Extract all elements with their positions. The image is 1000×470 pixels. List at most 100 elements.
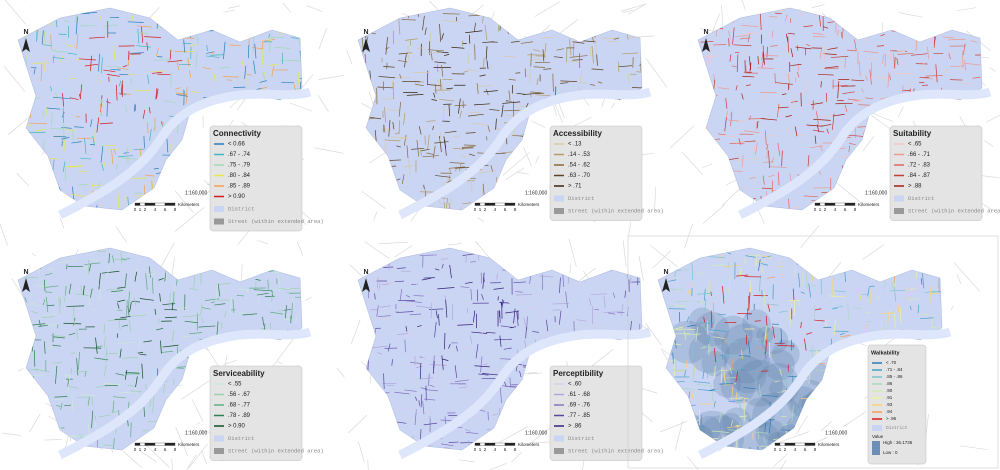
background-road xyxy=(196,422,201,425)
street xyxy=(427,134,430,150)
street xyxy=(535,399,546,403)
street xyxy=(840,31,843,38)
legend-label: .93 xyxy=(886,402,893,407)
street xyxy=(374,293,376,300)
street xyxy=(377,277,379,289)
street xyxy=(668,305,674,308)
street xyxy=(877,295,880,301)
street xyxy=(203,352,221,355)
street xyxy=(855,265,870,268)
street xyxy=(79,84,83,99)
street xyxy=(848,145,851,153)
street xyxy=(441,64,444,77)
scale-seg xyxy=(154,202,166,206)
street xyxy=(174,50,189,53)
street xyxy=(164,316,177,319)
street xyxy=(199,390,211,393)
street xyxy=(39,300,47,304)
street xyxy=(895,256,910,259)
street xyxy=(882,17,896,20)
street xyxy=(884,139,887,158)
background-road xyxy=(652,250,672,269)
street xyxy=(743,398,745,410)
street xyxy=(112,438,115,450)
street xyxy=(452,213,468,214)
street xyxy=(145,273,148,291)
street xyxy=(230,296,232,314)
street xyxy=(127,305,130,316)
street xyxy=(287,21,298,23)
background-road xyxy=(638,255,644,281)
street xyxy=(128,319,132,333)
street xyxy=(485,136,488,141)
north-arrow xyxy=(362,278,370,292)
street xyxy=(75,16,78,35)
street xyxy=(376,207,389,210)
street xyxy=(386,109,401,111)
street xyxy=(169,250,172,260)
street xyxy=(35,257,52,260)
street xyxy=(877,16,883,20)
scale-seg xyxy=(804,442,816,446)
street xyxy=(706,369,709,379)
street xyxy=(925,75,943,77)
street xyxy=(508,90,511,101)
street xyxy=(242,313,258,316)
street xyxy=(603,296,606,308)
legend-title: Connectivity xyxy=(213,129,262,138)
street xyxy=(251,46,263,50)
street xyxy=(424,27,427,35)
street xyxy=(225,114,228,127)
street xyxy=(684,333,701,336)
street xyxy=(543,43,547,59)
street xyxy=(494,430,502,432)
street xyxy=(135,376,138,388)
scale-tick: 6 xyxy=(804,447,807,452)
street xyxy=(189,44,197,47)
street xyxy=(419,149,422,156)
street xyxy=(964,62,981,66)
street xyxy=(145,174,155,177)
street xyxy=(173,379,175,385)
scale-seg xyxy=(484,202,496,206)
street xyxy=(626,343,632,346)
street xyxy=(69,77,76,80)
street xyxy=(391,215,392,228)
street xyxy=(68,283,72,294)
street xyxy=(422,15,425,31)
street xyxy=(117,286,126,289)
street xyxy=(853,362,868,364)
street xyxy=(884,281,887,290)
street xyxy=(50,86,52,92)
street xyxy=(121,357,138,359)
street xyxy=(849,400,857,403)
street xyxy=(360,161,363,166)
street xyxy=(598,12,612,15)
street xyxy=(366,211,368,227)
street xyxy=(100,145,104,163)
street xyxy=(705,55,719,58)
street xyxy=(365,345,372,348)
street xyxy=(195,157,197,165)
street xyxy=(749,280,752,294)
street xyxy=(793,299,796,316)
street xyxy=(251,105,253,111)
street xyxy=(441,263,444,269)
street xyxy=(490,64,493,70)
street xyxy=(474,365,490,368)
street xyxy=(479,170,497,174)
street xyxy=(628,112,635,115)
street xyxy=(944,67,947,74)
scale-tick: 4 xyxy=(494,447,497,452)
street xyxy=(50,112,53,126)
street xyxy=(193,274,196,290)
street xyxy=(864,265,867,275)
street xyxy=(102,145,116,147)
street xyxy=(255,278,261,281)
street xyxy=(45,296,49,312)
background-road xyxy=(377,241,408,245)
street xyxy=(168,292,171,308)
street xyxy=(428,373,430,387)
legend-label: < .65 xyxy=(908,142,922,148)
street xyxy=(824,319,827,327)
